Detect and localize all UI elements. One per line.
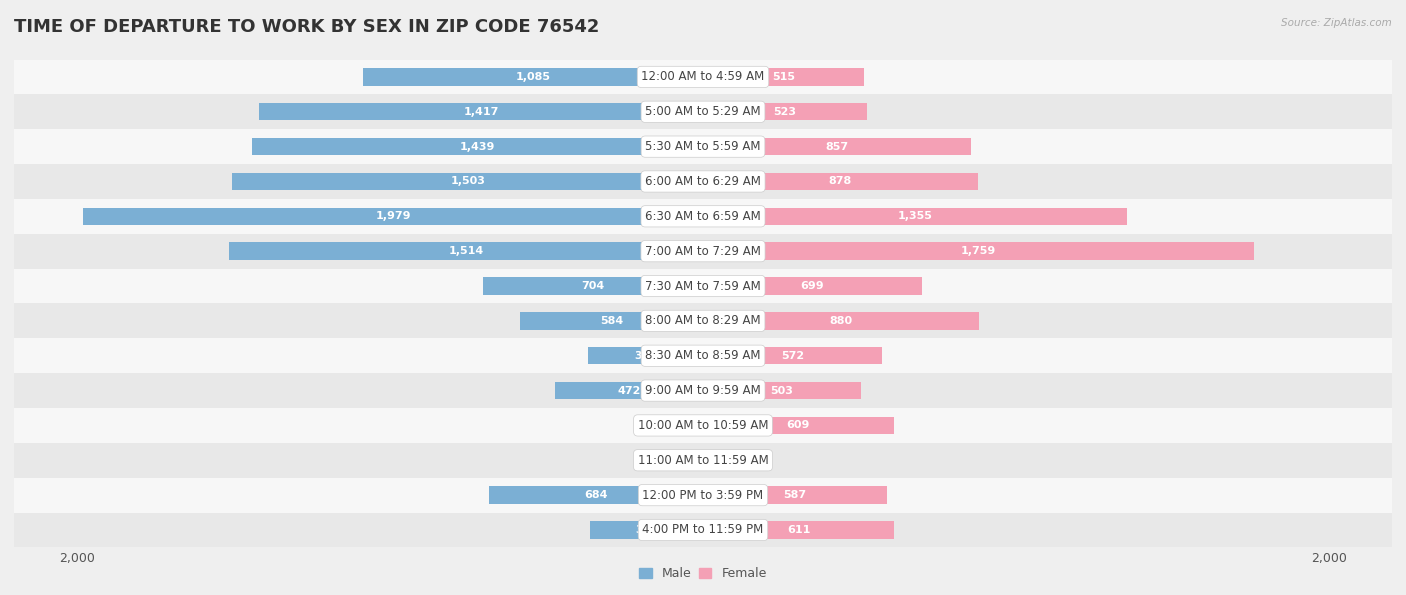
Bar bbox=[703, 138, 972, 155]
Text: 7:30 AM to 7:59 AM: 7:30 AM to 7:59 AM bbox=[645, 280, 761, 293]
Text: 1,759: 1,759 bbox=[960, 246, 995, 256]
Text: 1,979: 1,979 bbox=[375, 211, 411, 221]
Bar bbox=[0, 339, 1406, 373]
Text: 1,514: 1,514 bbox=[449, 246, 484, 256]
Text: 9:00 AM to 9:59 AM: 9:00 AM to 9:59 AM bbox=[645, 384, 761, 397]
Legend: Male, Female: Male, Female bbox=[634, 562, 772, 585]
Bar bbox=[0, 129, 1406, 164]
Bar bbox=[520, 312, 703, 330]
Bar bbox=[489, 487, 703, 504]
Bar bbox=[703, 103, 866, 120]
Bar bbox=[703, 521, 894, 538]
Bar bbox=[703, 173, 979, 190]
Text: 572: 572 bbox=[780, 350, 804, 361]
Text: 8:30 AM to 8:59 AM: 8:30 AM to 8:59 AM bbox=[645, 349, 761, 362]
Text: 7:00 AM to 7:29 AM: 7:00 AM to 7:29 AM bbox=[645, 245, 761, 258]
Text: 111: 111 bbox=[742, 455, 763, 465]
Bar bbox=[678, 452, 703, 469]
Text: 878: 878 bbox=[830, 177, 852, 186]
Bar bbox=[0, 303, 1406, 339]
Bar bbox=[0, 60, 1406, 95]
Bar bbox=[0, 268, 1406, 303]
Bar bbox=[0, 164, 1406, 199]
Bar bbox=[591, 521, 703, 538]
Text: 6:30 AM to 6:59 AM: 6:30 AM to 6:59 AM bbox=[645, 210, 761, 223]
Bar bbox=[703, 416, 894, 434]
Text: 367: 367 bbox=[634, 350, 657, 361]
Text: 8:00 AM to 8:29 AM: 8:00 AM to 8:29 AM bbox=[645, 314, 761, 327]
Bar bbox=[555, 382, 703, 399]
Bar bbox=[259, 103, 703, 120]
Bar bbox=[703, 382, 860, 399]
Bar bbox=[703, 347, 882, 364]
Text: 12:00 AM to 4:59 AM: 12:00 AM to 4:59 AM bbox=[641, 70, 765, 83]
Text: 361: 361 bbox=[636, 525, 658, 535]
Text: 523: 523 bbox=[773, 107, 796, 117]
Text: 1,503: 1,503 bbox=[450, 177, 485, 186]
Text: 880: 880 bbox=[830, 316, 852, 326]
Text: 10:00 AM to 10:59 AM: 10:00 AM to 10:59 AM bbox=[638, 419, 768, 432]
Text: 587: 587 bbox=[783, 490, 807, 500]
Bar bbox=[482, 277, 703, 295]
Text: 1,355: 1,355 bbox=[897, 211, 932, 221]
Bar bbox=[703, 208, 1128, 225]
Bar bbox=[703, 312, 979, 330]
Bar bbox=[232, 173, 703, 190]
Text: 1,439: 1,439 bbox=[460, 142, 495, 152]
Text: 5:30 AM to 5:59 AM: 5:30 AM to 5:59 AM bbox=[645, 140, 761, 153]
Text: 857: 857 bbox=[825, 142, 849, 152]
Bar bbox=[703, 243, 1254, 260]
Bar bbox=[703, 487, 887, 504]
Bar bbox=[0, 443, 1406, 478]
Text: TIME OF DEPARTURE TO WORK BY SEX IN ZIP CODE 76542: TIME OF DEPARTURE TO WORK BY SEX IN ZIP … bbox=[14, 18, 599, 36]
Bar bbox=[0, 478, 1406, 512]
Bar bbox=[0, 95, 1406, 129]
Text: 4:00 PM to 11:59 PM: 4:00 PM to 11:59 PM bbox=[643, 524, 763, 537]
Text: 1,417: 1,417 bbox=[464, 107, 499, 117]
Text: 11:00 AM to 11:59 AM: 11:00 AM to 11:59 AM bbox=[638, 454, 768, 466]
Text: 5:00 AM to 5:29 AM: 5:00 AM to 5:29 AM bbox=[645, 105, 761, 118]
Text: 684: 684 bbox=[583, 490, 607, 500]
Text: 609: 609 bbox=[787, 421, 810, 430]
Text: 81: 81 bbox=[659, 455, 673, 465]
Text: 6:00 AM to 6:29 AM: 6:00 AM to 6:29 AM bbox=[645, 175, 761, 188]
Bar bbox=[0, 408, 1406, 443]
Bar bbox=[0, 373, 1406, 408]
Text: 12:00 PM to 3:59 PM: 12:00 PM to 3:59 PM bbox=[643, 488, 763, 502]
Bar bbox=[588, 347, 703, 364]
Text: 699: 699 bbox=[800, 281, 824, 291]
Text: 584: 584 bbox=[600, 316, 623, 326]
Bar bbox=[693, 416, 703, 434]
Bar bbox=[703, 277, 922, 295]
Text: 472: 472 bbox=[617, 386, 641, 396]
Bar bbox=[0, 234, 1406, 268]
Bar bbox=[0, 512, 1406, 547]
Text: 704: 704 bbox=[581, 281, 605, 291]
Text: 1,085: 1,085 bbox=[516, 72, 551, 82]
Bar bbox=[0, 199, 1406, 234]
Bar bbox=[703, 68, 865, 86]
Text: 503: 503 bbox=[770, 386, 793, 396]
Text: 515: 515 bbox=[772, 72, 796, 82]
Bar bbox=[252, 138, 703, 155]
Bar bbox=[363, 68, 703, 86]
Bar bbox=[703, 452, 738, 469]
Text: 32: 32 bbox=[673, 421, 689, 430]
Bar bbox=[83, 208, 703, 225]
Bar bbox=[229, 243, 703, 260]
Text: 611: 611 bbox=[787, 525, 810, 535]
Text: Source: ZipAtlas.com: Source: ZipAtlas.com bbox=[1281, 18, 1392, 28]
